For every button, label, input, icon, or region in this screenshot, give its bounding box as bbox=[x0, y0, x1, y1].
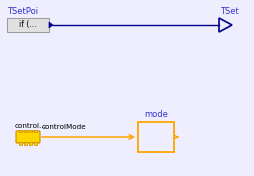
FancyBboxPatch shape bbox=[29, 130, 31, 132]
FancyBboxPatch shape bbox=[137, 122, 173, 152]
FancyBboxPatch shape bbox=[34, 130, 37, 132]
FancyBboxPatch shape bbox=[34, 142, 37, 144]
Text: controlMode: controlMode bbox=[42, 124, 86, 130]
Text: TSetPoi: TSetPoi bbox=[7, 7, 38, 16]
FancyBboxPatch shape bbox=[24, 130, 27, 132]
Text: TSet: TSet bbox=[219, 7, 238, 16]
Polygon shape bbox=[49, 22, 53, 28]
FancyBboxPatch shape bbox=[7, 18, 49, 32]
Text: mode: mode bbox=[144, 110, 167, 119]
Text: if (...: if (... bbox=[19, 20, 37, 30]
FancyBboxPatch shape bbox=[29, 142, 31, 144]
FancyBboxPatch shape bbox=[19, 142, 22, 144]
FancyBboxPatch shape bbox=[24, 142, 27, 144]
FancyBboxPatch shape bbox=[19, 130, 22, 132]
FancyBboxPatch shape bbox=[16, 131, 40, 143]
Text: control...: control... bbox=[15, 123, 46, 129]
